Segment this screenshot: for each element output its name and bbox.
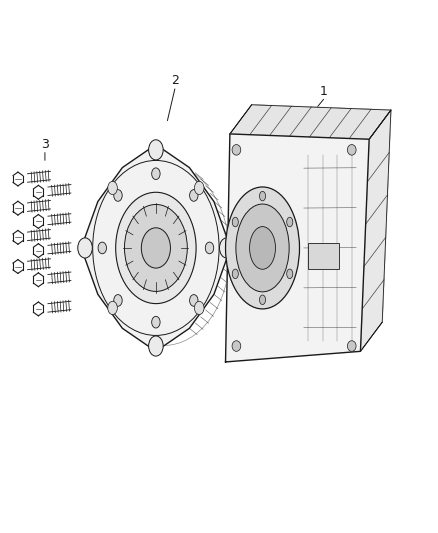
Ellipse shape xyxy=(259,191,265,201)
Ellipse shape xyxy=(114,190,122,201)
Polygon shape xyxy=(247,105,391,333)
Text: 2: 2 xyxy=(172,75,180,87)
Ellipse shape xyxy=(114,295,122,306)
Ellipse shape xyxy=(108,181,117,195)
Ellipse shape xyxy=(78,238,92,258)
Ellipse shape xyxy=(148,336,163,356)
Polygon shape xyxy=(81,144,230,351)
Ellipse shape xyxy=(194,301,204,314)
Ellipse shape xyxy=(108,301,117,314)
Ellipse shape xyxy=(148,140,163,160)
Ellipse shape xyxy=(190,295,198,306)
Text: 3: 3 xyxy=(41,138,49,151)
Ellipse shape xyxy=(116,192,196,304)
Ellipse shape xyxy=(205,242,214,254)
Circle shape xyxy=(347,341,356,351)
Ellipse shape xyxy=(226,187,300,309)
Ellipse shape xyxy=(287,217,293,227)
Polygon shape xyxy=(360,110,391,351)
FancyBboxPatch shape xyxy=(308,243,339,269)
Ellipse shape xyxy=(98,242,106,254)
Ellipse shape xyxy=(232,217,238,227)
Polygon shape xyxy=(226,134,369,362)
Ellipse shape xyxy=(232,269,238,279)
Circle shape xyxy=(232,341,241,351)
Ellipse shape xyxy=(152,317,160,328)
Text: 1: 1 xyxy=(319,85,327,98)
Ellipse shape xyxy=(236,204,289,292)
Circle shape xyxy=(232,144,241,155)
Circle shape xyxy=(347,144,356,155)
Ellipse shape xyxy=(259,295,265,304)
Ellipse shape xyxy=(190,190,198,201)
Ellipse shape xyxy=(287,269,293,279)
Ellipse shape xyxy=(219,238,234,258)
Ellipse shape xyxy=(250,227,276,269)
Ellipse shape xyxy=(141,228,170,268)
Ellipse shape xyxy=(194,181,204,195)
Polygon shape xyxy=(230,105,391,139)
Ellipse shape xyxy=(124,205,187,292)
Ellipse shape xyxy=(152,168,160,180)
